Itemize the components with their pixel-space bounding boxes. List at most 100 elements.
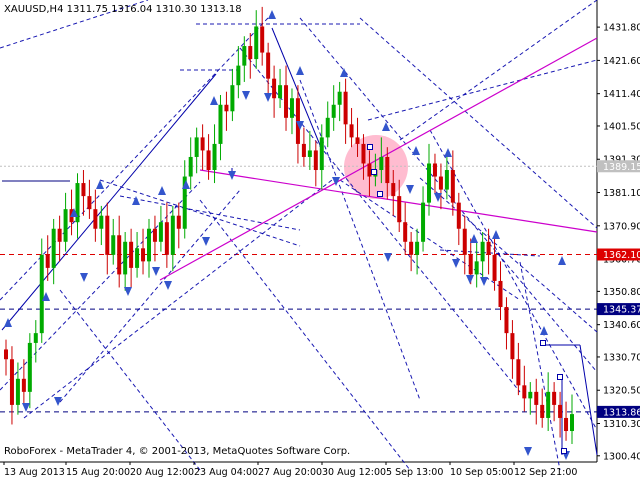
analysis-line-15 xyxy=(119,195,301,231)
candle-body xyxy=(224,104,229,112)
candle-body xyxy=(158,222,163,242)
analysis-line-20 xyxy=(59,289,201,471)
candle-body xyxy=(284,85,289,118)
wave-arrow-up-icon xyxy=(444,148,452,157)
wave-arrow-down-icon xyxy=(124,287,132,296)
copyright-text: RoboForex - MetaTrader 4, © 2001-2013, M… xyxy=(4,446,351,457)
wave-arrow-down-icon xyxy=(54,397,62,406)
marker-square xyxy=(561,448,567,454)
wave-arrow-down-icon xyxy=(466,275,474,284)
y-tick-label: 1320.50 xyxy=(603,386,640,397)
candle-body xyxy=(540,404,545,418)
candle-body xyxy=(135,248,140,268)
candle-body xyxy=(9,359,14,405)
wave-arrow-up-icon xyxy=(382,122,390,131)
symbol-info: XAUUSD,H4 1311.75 1316.04 1310.30 1313.1… xyxy=(4,4,242,15)
analysis-line-14 xyxy=(59,189,241,403)
y-tick-label: 1421.60 xyxy=(603,56,640,67)
y-tick-label: 1350.80 xyxy=(603,287,640,298)
candle-body xyxy=(75,183,80,223)
candle-body xyxy=(462,228,467,255)
wave-arrow-up-icon xyxy=(4,318,12,327)
wave-arrow-up-icon xyxy=(558,256,566,265)
wave-arrow-down-icon xyxy=(202,237,210,246)
candle-body xyxy=(391,183,396,197)
price-label-box xyxy=(597,160,640,173)
wave-arrow-down-icon xyxy=(406,185,414,194)
wave-arrow-up-icon xyxy=(412,146,420,155)
x-tick-label: 12 Sep 21:00 xyxy=(514,467,577,478)
x-tick-label: 10 Sep 05:00 xyxy=(450,467,513,478)
wave-arrow-up-icon xyxy=(470,234,478,243)
candle-body xyxy=(51,228,56,268)
wave-arrow-up-icon xyxy=(158,186,166,195)
x-tick-label: 13 Aug 2013 xyxy=(4,467,65,478)
candle-body xyxy=(546,391,551,418)
wave-arrow-up-icon xyxy=(42,292,50,301)
candle-body xyxy=(15,378,20,405)
trend-line-0 xyxy=(1,73,217,331)
candle-body xyxy=(81,183,86,197)
wave-arrow-down-icon xyxy=(164,281,172,290)
candle-body xyxy=(301,143,306,157)
price-label-text: 1389.15 xyxy=(603,162,640,173)
wave-arrow-down-icon xyxy=(332,177,340,186)
wave-arrow-up-icon xyxy=(132,196,140,205)
candle-body xyxy=(254,26,259,60)
analysis-line-13 xyxy=(399,0,598,141)
candle-body xyxy=(397,196,402,223)
candle-body xyxy=(421,202,426,242)
candle-body xyxy=(164,222,169,255)
magenta-line-0 xyxy=(159,37,598,281)
candle-body xyxy=(236,65,241,86)
wave-arrow-up-icon xyxy=(340,68,348,77)
wave-arrow-down-icon xyxy=(296,121,304,130)
wave-arrow-down-icon xyxy=(480,277,488,286)
candle-body xyxy=(278,85,283,99)
wave-arrow-down-icon xyxy=(80,273,88,282)
candle-body xyxy=(206,150,211,171)
candle-body xyxy=(516,359,521,386)
wave-arrow-down-icon xyxy=(22,403,30,412)
candle-body xyxy=(504,307,509,334)
candle-body xyxy=(570,414,574,432)
candle-body xyxy=(117,235,122,275)
analysis-line-21 xyxy=(339,179,521,301)
candle-body xyxy=(242,46,247,66)
y-tick-label: 1340.60 xyxy=(603,320,640,331)
candle-body xyxy=(432,163,437,177)
candle-body xyxy=(361,143,366,164)
candle-body xyxy=(4,349,8,360)
candle-body xyxy=(331,104,336,118)
candle-body xyxy=(480,241,485,262)
candle-body xyxy=(105,215,110,255)
analysis-line-11 xyxy=(519,261,561,471)
x-tick-label: 23 Aug 04:00 xyxy=(194,467,258,478)
candle-body xyxy=(218,104,223,144)
candle-body xyxy=(522,385,527,399)
candle-body xyxy=(325,117,330,138)
y-tick-label: 1391.30 xyxy=(603,155,640,166)
candle-body xyxy=(176,215,181,229)
analysis-line-5 xyxy=(199,199,411,471)
candle-body xyxy=(21,378,26,392)
candle-body xyxy=(486,241,491,255)
marker-square xyxy=(557,374,563,380)
x-tick-label: 5 Sep 13:00 xyxy=(386,467,443,478)
candle-body xyxy=(510,333,515,360)
wave-arrow-up-icon xyxy=(296,66,304,75)
candle-body xyxy=(444,170,449,190)
candle-body xyxy=(337,91,342,105)
candle-body xyxy=(141,248,146,262)
price-label-text: 1362.10 xyxy=(603,250,640,261)
candle-body xyxy=(230,85,235,112)
wave-arrow-up-icon xyxy=(540,326,548,335)
candle-body xyxy=(349,124,354,138)
candle-body xyxy=(474,261,479,275)
candle-body xyxy=(427,163,432,203)
trend-line-4 xyxy=(579,344,598,456)
wave-arrow-down-icon xyxy=(242,91,250,100)
analysis-line-3 xyxy=(23,179,333,419)
